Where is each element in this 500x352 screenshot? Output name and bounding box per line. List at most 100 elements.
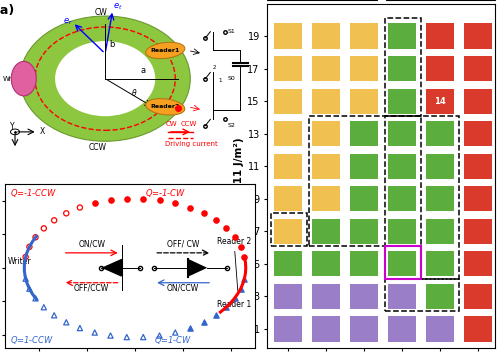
Bar	[464, 316, 492, 341]
Bar	[388, 56, 416, 81]
Point	[26, 286, 34, 291]
Text: (a): (a)	[0, 4, 15, 17]
Bar	[274, 251, 302, 276]
Bar	[274, 219, 302, 244]
Text: 14: 14	[434, 97, 446, 106]
Point	[40, 226, 48, 231]
Bar	[312, 284, 340, 309]
Bar	[312, 24, 340, 49]
Bar	[350, 56, 378, 81]
Bar	[312, 219, 340, 244]
Point	[222, 304, 230, 310]
Text: S2: S2	[228, 123, 235, 128]
Point	[50, 313, 58, 318]
Bar	[312, 153, 340, 179]
Text: 13.7: 13.7	[354, 97, 374, 106]
Text: b: b	[109, 40, 114, 49]
Point	[200, 210, 208, 216]
Ellipse shape	[55, 41, 155, 116]
Bar	[464, 24, 492, 49]
Ellipse shape	[12, 62, 36, 96]
Bar	[274, 186, 302, 212]
Bar	[350, 89, 378, 114]
Point	[156, 333, 164, 338]
Point	[91, 200, 99, 206]
Point	[106, 197, 114, 203]
Bar	[274, 56, 302, 81]
Bar	[309, 116, 421, 246]
Bar	[312, 251, 340, 276]
Bar	[312, 121, 340, 146]
Bar	[388, 89, 416, 114]
Point	[140, 196, 147, 201]
Ellipse shape	[20, 16, 190, 141]
Bar	[426, 89, 454, 114]
Bar	[312, 186, 340, 212]
Bar	[385, 246, 421, 278]
Point	[186, 325, 194, 331]
Text: OFF/CCW: OFF/CCW	[74, 283, 110, 292]
Text: $Q$=-1-$CCW$: $Q$=-1-$CCW$	[10, 187, 57, 199]
Bar	[271, 213, 307, 246]
Text: CCW: CCW	[180, 121, 196, 127]
Point	[91, 330, 99, 335]
Bar	[350, 186, 378, 212]
Point	[123, 196, 131, 201]
Point	[22, 276, 30, 282]
Bar	[385, 116, 459, 278]
Bar	[388, 121, 416, 146]
Text: S1: S1	[228, 29, 235, 34]
Bar	[426, 121, 454, 146]
Bar	[350, 316, 378, 341]
Bar	[426, 186, 454, 212]
Point	[50, 218, 58, 223]
Bar	[350, 219, 378, 244]
Bar	[464, 219, 492, 244]
Bar	[274, 153, 302, 179]
Text: 7.4: 7.4	[318, 194, 334, 203]
Point	[172, 330, 179, 335]
Bar	[274, 316, 302, 341]
Bar	[350, 153, 378, 179]
Point	[40, 304, 48, 310]
Bar	[426, 251, 454, 276]
Bar	[388, 284, 416, 309]
Text: Reader1: Reader1	[150, 48, 180, 53]
Point	[76, 205, 84, 210]
Bar	[464, 251, 492, 276]
Text: $Q$=1-$CW$: $Q$=1-$CW$	[154, 333, 192, 346]
Y-axis label: j (*1e11 J/m²): j (*1e11 J/m²)	[234, 137, 244, 215]
Bar	[312, 56, 340, 81]
Bar	[350, 284, 378, 309]
Text: S0: S0	[228, 76, 235, 81]
Point	[106, 333, 114, 338]
Ellipse shape	[146, 99, 185, 115]
Polygon shape	[102, 259, 121, 277]
Bar	[388, 316, 416, 341]
Text: Reader 2: Reader 2	[217, 237, 251, 291]
Point	[26, 244, 34, 250]
Bar	[464, 186, 492, 212]
Bar	[388, 153, 416, 179]
Point	[156, 197, 164, 203]
Bar	[464, 56, 492, 81]
Text: CW: CW	[166, 121, 177, 127]
Bar	[426, 284, 454, 309]
Point	[212, 313, 220, 318]
Bar	[464, 284, 492, 309]
Point	[32, 295, 40, 301]
Bar	[274, 121, 302, 146]
Bar	[426, 153, 454, 179]
Text: ON/CCW: ON/CCW	[167, 283, 200, 292]
Text: 2: 2	[213, 65, 216, 70]
Point	[222, 226, 230, 231]
Text: Writer: Writer	[8, 257, 32, 266]
Bar	[464, 153, 492, 179]
Bar	[388, 24, 416, 49]
Bar	[385, 18, 421, 116]
Text: Y: Y	[10, 122, 14, 131]
Point	[186, 205, 194, 210]
Point	[123, 334, 131, 340]
Point	[236, 244, 244, 250]
Text: Reader2: Reader2	[150, 104, 180, 109]
